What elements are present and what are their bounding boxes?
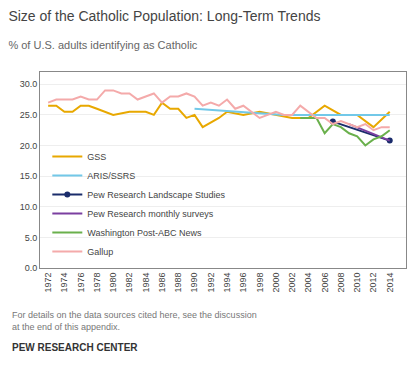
- svg-text:Pew Research monthly surveys: Pew Research monthly surveys: [87, 209, 214, 219]
- svg-text:1978: 1978: [92, 273, 102, 293]
- svg-text:1986: 1986: [157, 273, 167, 293]
- svg-text:30.0: 30.0: [20, 79, 38, 89]
- svg-text:2002: 2002: [287, 273, 297, 293]
- svg-text:1996: 1996: [238, 273, 248, 293]
- svg-text:1992: 1992: [206, 273, 216, 293]
- svg-text:5.0: 5.0: [25, 233, 38, 243]
- svg-text:1980: 1980: [108, 273, 118, 293]
- svg-text:2012: 2012: [368, 273, 378, 293]
- svg-text:For details on the data source: For details on the data sources cited he…: [12, 310, 257, 332]
- svg-text:15.0: 15.0: [20, 171, 38, 181]
- svg-text:2006: 2006: [320, 273, 330, 293]
- svg-text:Size of the Catholic Populatio: Size of the Catholic Population: Long-Te…: [8, 8, 320, 24]
- svg-text:Washington Post-ABC News: Washington Post-ABC News: [87, 228, 202, 238]
- svg-text:10.0: 10.0: [20, 202, 38, 212]
- svg-text:1972: 1972: [43, 273, 53, 293]
- svg-text:2010: 2010: [352, 273, 362, 293]
- svg-text:2008: 2008: [336, 273, 346, 293]
- svg-text:PEW RESEARCH CENTER: PEW RESEARCH CENTER: [12, 342, 138, 353]
- svg-text:GSS: GSS: [87, 152, 106, 162]
- svg-text:Gallup: Gallup: [87, 247, 113, 257]
- svg-text:% of U.S. adults identifying a: % of U.S. adults identifying as Catholic: [8, 39, 197, 51]
- svg-text:1982: 1982: [124, 273, 134, 293]
- svg-text:1998: 1998: [255, 273, 265, 293]
- svg-text:2004: 2004: [303, 273, 313, 293]
- svg-text:2014: 2014: [385, 273, 395, 293]
- svg-text:1976: 1976: [76, 273, 86, 293]
- svg-text:2000: 2000: [271, 273, 281, 293]
- svg-text:ARIS/SSRS: ARIS/SSRS: [87, 171, 135, 181]
- svg-text:20.0: 20.0: [20, 141, 38, 151]
- svg-text:1974: 1974: [59, 273, 69, 293]
- svg-text:Pew Research Landscape Studies: Pew Research Landscape Studies: [87, 190, 225, 200]
- svg-text:0.0: 0.0: [25, 263, 38, 273]
- svg-text:25.0: 25.0: [20, 110, 38, 120]
- svg-text:1988: 1988: [173, 273, 183, 293]
- svg-text:1994: 1994: [222, 273, 232, 293]
- svg-text:1984: 1984: [141, 273, 151, 293]
- svg-text:1990: 1990: [189, 273, 199, 293]
